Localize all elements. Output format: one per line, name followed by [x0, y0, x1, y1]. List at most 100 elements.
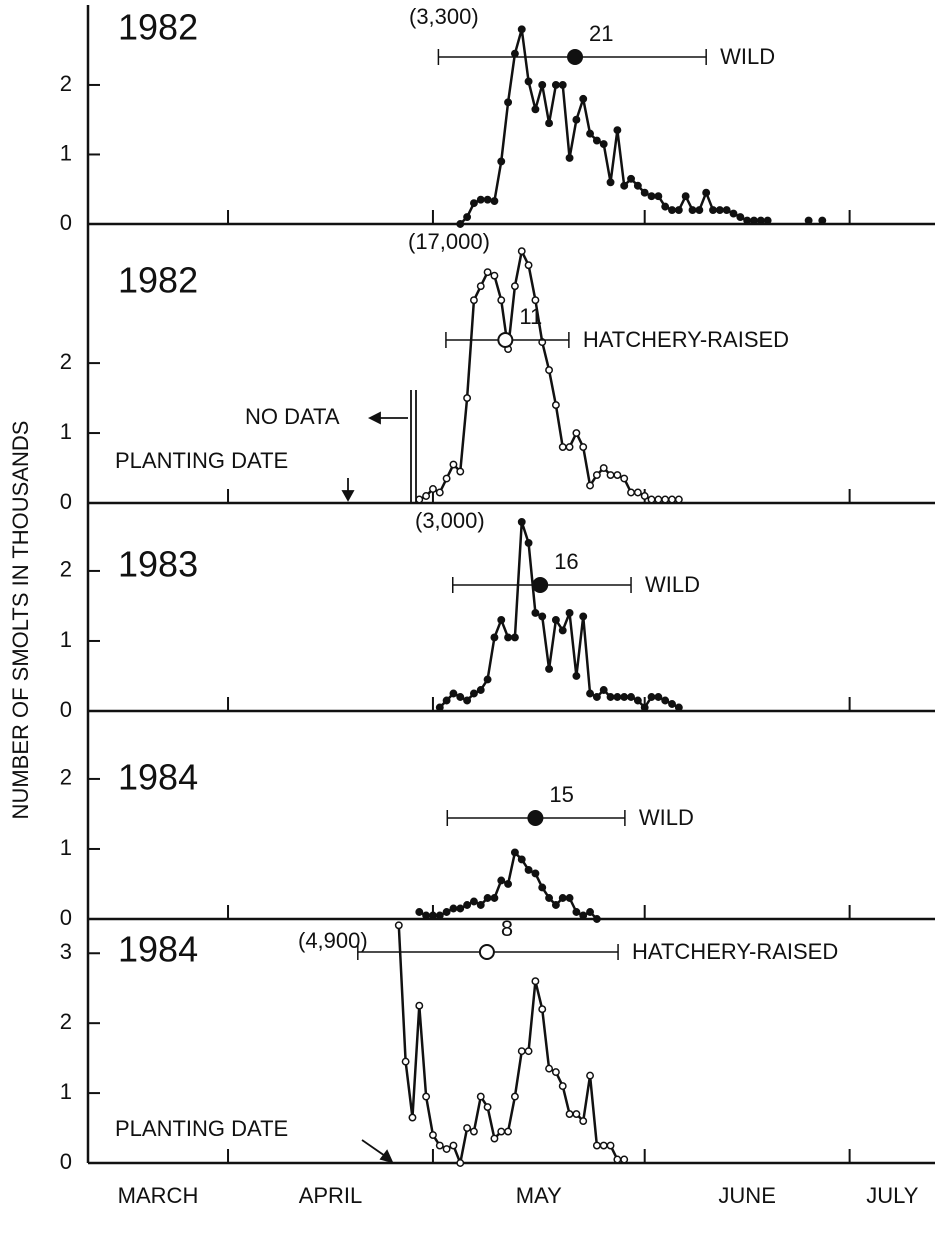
month-label: MARCH — [118, 1183, 199, 1208]
data-point — [517, 855, 526, 864]
range-mean — [527, 810, 544, 826]
data-point — [442, 696, 451, 705]
data-point — [586, 129, 595, 138]
panel-title: 1984 — [118, 757, 198, 798]
data-point — [408, 1113, 417, 1122]
data-point — [592, 136, 601, 145]
y-tick-label: 1 — [60, 1079, 72, 1104]
series-name: HATCHERY-RAISED — [632, 939, 838, 964]
note: NO DATA — [245, 404, 340, 429]
y-tick-label: 2 — [60, 349, 72, 374]
data-point — [510, 848, 519, 857]
data-point — [661, 202, 670, 211]
data-point — [483, 195, 492, 204]
data-point — [497, 1127, 506, 1136]
data-point — [654, 495, 663, 504]
data-point — [551, 1068, 560, 1077]
data-point — [531, 869, 540, 878]
series-name: WILD — [645, 572, 700, 597]
series-line — [418, 249, 679, 501]
data-point — [469, 199, 478, 208]
range-label: 21 — [589, 21, 613, 46]
data-point — [435, 1141, 444, 1150]
data-point — [469, 1127, 478, 1136]
data-point — [558, 894, 567, 902]
data-point — [497, 157, 506, 166]
data-point — [538, 81, 547, 89]
data-point — [661, 696, 670, 705]
data-point — [538, 1005, 547, 1014]
data-point — [415, 495, 424, 504]
range-label: 8 — [501, 916, 513, 941]
data-point — [586, 481, 595, 490]
data-point — [490, 894, 499, 902]
data-point — [449, 1141, 458, 1150]
data-point — [449, 460, 458, 469]
data-point — [442, 908, 451, 916]
y-tick-label: 1 — [60, 419, 72, 444]
data-point — [592, 471, 601, 479]
data-point — [763, 216, 772, 225]
note: PLANTING DATE — [115, 1116, 288, 1141]
data-point — [592, 915, 601, 923]
data-point — [531, 105, 540, 114]
data-point — [524, 77, 533, 86]
data-point — [627, 174, 635, 183]
data-point — [606, 178, 615, 187]
y-tick-label: 2 — [60, 71, 72, 96]
data-point — [586, 908, 595, 916]
data-point — [490, 197, 499, 206]
data-point — [620, 474, 629, 483]
data-point — [572, 429, 581, 438]
data-point — [442, 474, 451, 483]
data-point — [558, 443, 567, 451]
data-point — [510, 633, 519, 642]
data-point — [415, 908, 424, 916]
data-point — [818, 216, 827, 225]
peak-label: (3,300) — [409, 4, 479, 29]
data-point — [558, 81, 567, 89]
annotation-arrow — [367, 411, 381, 425]
data-point — [517, 247, 526, 256]
data-point — [428, 911, 437, 920]
data-point — [565, 154, 574, 162]
data-point — [456, 693, 465, 701]
data-point — [654, 192, 663, 201]
range-label: 16 — [554, 549, 578, 574]
data-point — [579, 1117, 588, 1126]
month-label: APRIL — [299, 1183, 363, 1208]
data-point — [613, 693, 622, 701]
data-point — [545, 119, 554, 128]
data-point — [401, 1057, 410, 1066]
data-point — [456, 220, 465, 228]
data-point — [490, 633, 499, 642]
data-point — [633, 181, 642, 190]
data-point — [545, 1064, 554, 1073]
data-point — [476, 195, 485, 204]
y-tick-label: 2 — [60, 557, 72, 582]
data-point — [435, 703, 444, 712]
data-point — [497, 296, 506, 305]
data-point — [428, 485, 437, 493]
data-point — [729, 209, 738, 218]
data-point — [449, 689, 458, 698]
data-point — [531, 609, 540, 617]
data-point — [422, 1092, 431, 1101]
peak-label: (17,000) — [408, 229, 490, 254]
data-point — [668, 495, 676, 504]
range-mean — [532, 577, 549, 593]
data-point — [490, 1134, 499, 1143]
data-point — [538, 883, 547, 892]
panel-title: 1983 — [118, 544, 198, 585]
data-point — [524, 261, 533, 270]
data-point — [469, 897, 478, 906]
data-point — [456, 1159, 465, 1167]
data-point — [674, 495, 683, 504]
data-point — [517, 1047, 526, 1056]
series-line — [397, 925, 625, 1165]
data-point — [490, 271, 499, 280]
data-point — [558, 626, 567, 635]
data-point — [394, 921, 403, 930]
